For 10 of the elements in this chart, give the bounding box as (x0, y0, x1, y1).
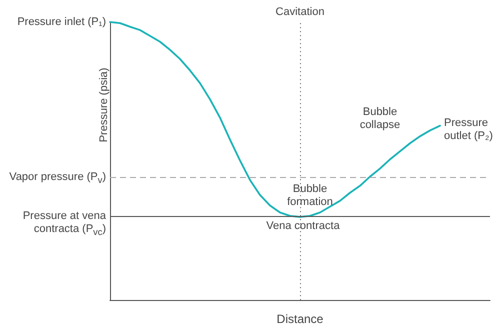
ref-line-label: Pressure at vena contracta (P$_{vc}$) (22, 210, 106, 239)
annotation: Vena contracta (265, 220, 341, 233)
annotation: Pressure outlet (P₂) (444, 116, 494, 143)
annotation: Bubble collapse (358, 106, 402, 132)
x-axis-title: Distance (276, 312, 324, 326)
annotation: Bubble formation (286, 182, 334, 209)
text: Pressure inlet (P₁) (16, 16, 106, 28)
ref-line-label: Vapor pressure (P$_{v}$) (8, 170, 106, 187)
y-axis-title: Pressure (psia) (98, 65, 110, 146)
text: Cavitation (274, 6, 326, 19)
